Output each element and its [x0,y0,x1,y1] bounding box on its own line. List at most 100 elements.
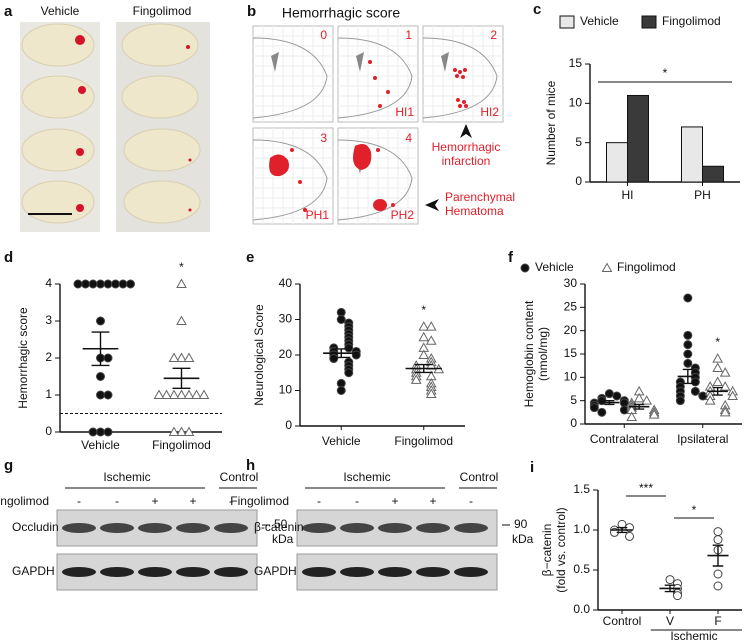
brain-outline [337,37,413,119]
point [712,362,724,372]
band [138,523,172,533]
error-bar [172,367,191,390]
y-tick-label: 0 [570,416,577,430]
point [713,527,723,537]
x-tick-label: Control [603,614,642,628]
marker-label: 90 [514,517,528,531]
point [633,392,645,403]
column-label: Fingolimod [133,4,192,18]
x-tick-label: Vehicle [81,438,120,452]
significance: * [663,66,668,80]
western-blots: gIschemicControlFingolimod--++-OccludinG… [0,457,534,591]
y-tick-label: 30 [564,276,578,290]
point [727,390,739,400]
legend-label: Vehicle [580,14,619,28]
error-bar [712,386,723,396]
column-label: Vehicle [41,4,80,18]
point [329,354,339,364]
panel-label: h [246,457,255,474]
band [416,567,450,577]
y-axis-label: Number of mice [544,80,558,165]
panel-label: c [533,1,541,18]
y-tick-label: 25 [564,300,578,314]
band [100,567,134,577]
point [673,591,682,601]
ventricle [271,52,279,72]
bleed [373,76,377,80]
bleed [456,98,460,102]
band [62,567,96,577]
significance: * [715,335,720,349]
error-bar [91,331,110,367]
panel-a: a Vehicle Fingolimod [4,3,210,232]
error-bar [664,584,676,593]
chart: d 0 1 2 3 4 Hemorrhagic score Vehicle Fingolimod… [4,249,222,452]
y-tick-label: 15 [569,56,583,70]
bleed [461,75,465,79]
point [712,376,724,386]
y-tick-label: 15 [564,346,578,360]
panel-label: b [247,3,256,20]
y-tick-label: 40 [279,276,293,290]
bar [627,94,649,183]
score: 1 [405,28,412,42]
band [62,523,96,533]
score: 3 [320,131,327,145]
significance: * [692,503,697,517]
hemorrhage-spots [75,35,192,212]
sign: + [151,494,158,508]
brain-outline [422,37,498,119]
hematoma [269,154,289,177]
point [425,335,437,345]
grade: HI1 [395,105,414,119]
point [126,279,135,289]
bleed [303,208,307,212]
point [625,531,634,541]
ventricle [356,52,364,72]
legend-swatch [641,15,657,29]
y-tick-label: 20 [279,347,293,361]
significance: *** [639,481,653,495]
point [719,406,731,417]
point [683,330,693,340]
score: 4 [405,131,412,145]
protein-label: GAPDH [254,564,297,578]
point [704,395,716,405]
point [683,358,693,368]
point [176,389,187,399]
arrow [460,124,472,138]
brain-outline [252,139,328,221]
panel-label: f [508,249,514,266]
annotation: infarction [442,154,491,168]
point [88,279,98,289]
x-tick-label: F [714,614,721,628]
point [103,427,113,437]
protein-label: GAPDH [12,564,55,578]
y-axis-label: β−catenin [540,524,554,577]
point [168,389,180,399]
point [176,352,187,362]
band [416,523,450,533]
y-axis-label: Hemoglobin content [522,300,536,407]
brain-outline [252,37,328,119]
error-bar [682,368,693,385]
point [690,386,700,396]
y-tick-label: 1.0 [573,522,590,536]
y-tick-label: 5 [575,135,582,149]
point [183,352,195,362]
x-tick-label: Fingolimod [394,434,453,448]
point [161,389,172,399]
point [683,293,693,303]
sign: - [229,494,233,508]
point [96,279,105,289]
grade: PH1 [306,208,330,222]
panel-title: Hemorrhagic score [282,5,400,21]
band [454,567,488,577]
band [302,567,336,577]
legend-swatch [559,15,575,29]
bleed [463,68,467,72]
point [601,262,613,272]
bleed [386,90,390,94]
bleed [458,104,462,108]
point [336,386,346,395]
